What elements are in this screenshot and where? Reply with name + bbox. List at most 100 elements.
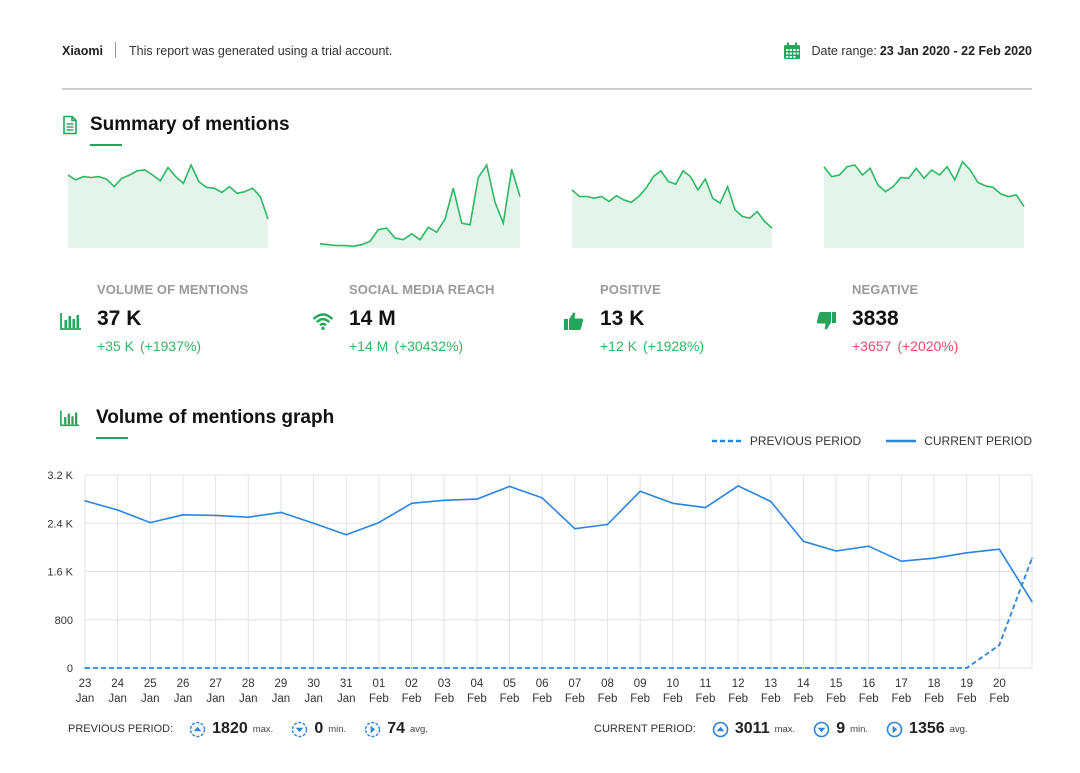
graph-title: Volume of mentions graph [96,407,335,428]
data-point [704,506,707,509]
x-tick-month: Feb [761,693,781,705]
data-point [345,667,348,669]
x-tick-day: 20 [993,678,1006,690]
arrow-up-circle-icon [712,721,729,737]
data-point [671,667,674,669]
metric-value: 3838 [852,307,899,330]
thumbs-down-icon [816,312,836,330]
x-tick-month: Feb [924,693,944,705]
sparkline-line [319,163,521,248]
data-point [574,527,576,530]
data-point [867,545,870,547]
data-point [900,667,903,669]
previous-period-label: PREVIOUS PERIOD: [68,723,174,735]
x-tick-month: Feb [565,693,585,705]
data-point [541,667,543,669]
data-point [116,667,119,669]
x-tick-month: Feb [402,693,422,705]
x-tick-day: 05 [503,678,516,690]
summary-title: Summary of mentions [90,114,290,135]
thumbs-up-icon [564,312,584,330]
data-point [802,540,805,543]
data-point [345,533,348,536]
arrow-up-circle-icon [189,721,206,737]
metric-label: NEGATIVE [852,282,919,297]
previous-period-stats: PREVIOUS PERIOD: 1820 max. 0 min. 74 avg. [68,720,428,738]
volume-line-chart: 0 800 1.6 K 2.4 K 3.2 K 23 Jan 24 Jan 25 Jan 26 Jan 2… [47,470,1033,705]
y-tick-label: 2.4 K [47,518,73,530]
x-tick-day: 27 [209,678,222,690]
x-tick-day: 25 [144,678,157,690]
data-point [965,552,968,554]
current-min-stat: 9 min. [813,720,868,738]
data-point [508,667,511,669]
x-tick-day: 13 [764,678,777,690]
x-tick-month: Jan [304,693,323,705]
sparkline-positive [571,169,773,248]
data-point [769,500,772,503]
arrow-down-circle-icon [292,721,308,737]
date-range-label: Date range: [811,44,877,58]
x-tick-month: Feb [532,693,552,705]
header-rule [62,88,1032,90]
y-tick-label: 1.6 K [47,567,73,579]
x-tick-month: Jan [337,693,356,705]
x-tick-day: 31 [340,678,353,690]
data-point [671,502,674,505]
arrow-right-circle-icon [886,721,903,737]
data-point [998,548,1001,550]
data-point [476,667,478,669]
previous-avg-stat: 74 avg. [364,720,428,738]
x-tick-month: Feb [891,693,911,705]
metric-reach: SOCIAL MEDIA REACH 14 M +14 M (+30432%) [312,282,532,354]
sparkline-reach [319,163,521,248]
wifi-icon [312,313,334,330]
x-tick-month: Feb [467,693,487,705]
data-point [802,667,805,669]
data-point [1031,600,1033,603]
sparkline-line [823,160,1025,207]
sparkline-line [67,163,269,220]
metric-change: +3657 (+2020%) [852,338,959,354]
brand-name: Xiaomi [62,44,103,58]
x-tick-month: Jan [108,693,127,705]
x-tick-month: Feb [793,693,813,705]
data-point [606,523,609,526]
metric-label: VOLUME OF MENTIONS [97,282,249,297]
data-point [312,522,315,525]
metric-change: +35 K (+1937%) [97,338,202,354]
data-point [149,521,152,524]
data-point [312,667,315,669]
metric-value: 14 M [349,307,396,330]
data-point [247,667,250,669]
y-tick-label: 3.2 K [47,470,73,482]
data-point [965,667,968,669]
sparkline-area [320,165,520,248]
current-period-label: CURRENT PERIOD: [594,723,696,735]
data-point [410,502,413,505]
x-tick-day: 23 [79,678,92,690]
data-point [443,667,446,669]
metric-positive: POSITIVE 13 K +12 K (+1928%) [563,282,783,354]
data-point [280,667,282,669]
document-icon [63,115,77,135]
x-tick-month: Feb [598,693,618,705]
x-tick-month: Feb [989,693,1009,705]
dashed-line-swatch [711,439,742,443]
data-point [639,667,641,669]
calendar-icon [784,42,801,59]
sparkline-area [68,165,268,248]
data-point [769,667,772,669]
data-point [737,667,739,669]
x-tick-month: Feb [696,693,716,705]
x-tick-month: Feb [434,693,454,705]
current-period-stats: CURRENT PERIOD: 3011 max. 9 min. 1356 avg. [594,720,968,738]
data-point [410,667,413,669]
x-tick-month: Feb [859,693,879,705]
sparkline-area [572,170,772,248]
data-point [574,667,576,669]
metric-change: +12 K (+1928%) [600,338,705,354]
x-tick-day: 08 [601,678,614,690]
legend-current-period: CURRENT PERIOD [886,434,1032,448]
data-point [704,667,707,669]
